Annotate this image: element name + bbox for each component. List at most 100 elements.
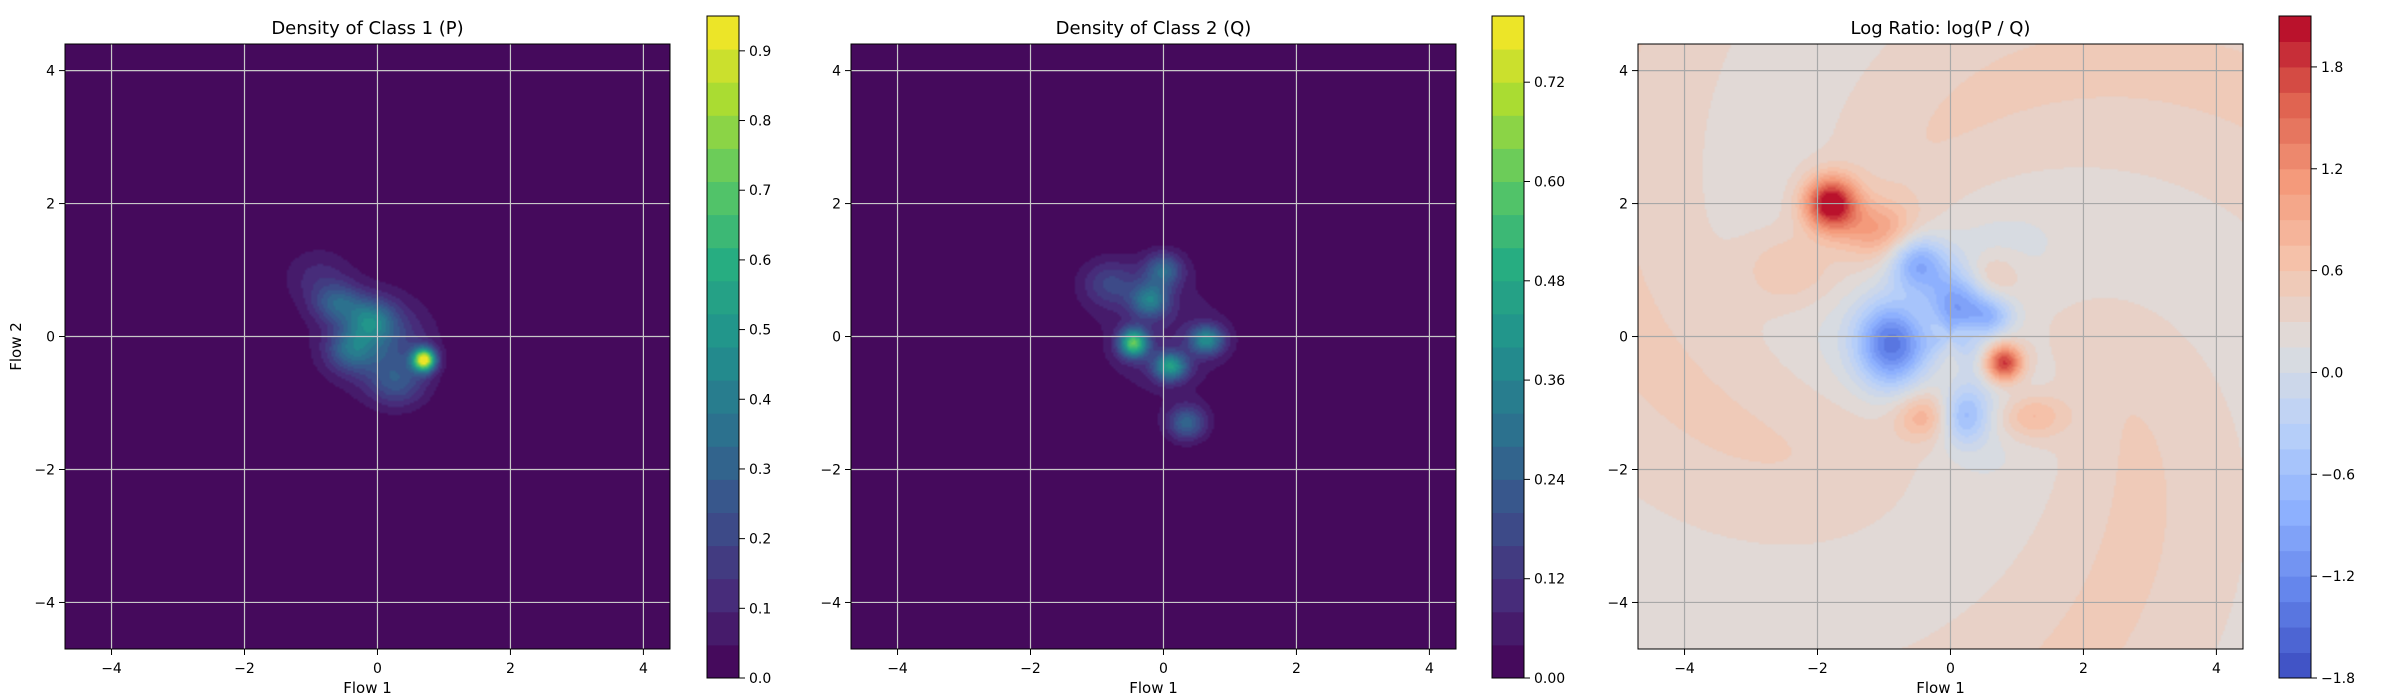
colorbar-tick-label: 0.60 <box>1534 175 1565 191</box>
y-tick-label: −2 <box>34 462 55 478</box>
y-tick-label: 0 <box>46 330 55 346</box>
colorbar-band <box>1492 214 1524 249</box>
colorbar-band <box>2279 16 2311 42</box>
colorbar-tick-label: 0.24 <box>1534 472 1565 488</box>
colorbar-band <box>707 148 739 182</box>
chart-title: Density of Class 1 (P) <box>271 18 463 39</box>
colorbar-tick-label: 0.0 <box>749 671 771 687</box>
colorbar-band <box>707 380 739 414</box>
colorbar-band <box>2279 117 2311 144</box>
colorbar-tick-label: 0.5 <box>749 323 771 339</box>
y-tick-label: 4 <box>832 64 841 80</box>
y-tick-label: 4 <box>1619 64 1628 80</box>
chart-panel-1: −4 −2 0 2 4 −4 −2 0 2 4 Density of Class 1 (P) Flow… <box>7 15 771 697</box>
colorbar: −1.8 −1.2 −0.6 0.0 0.6 1.2 1.8 <box>2278 15 2355 687</box>
colorbar: 0.00 0.12 0.24 0.36 0.48 0.60 0.72 <box>1491 15 1565 687</box>
y-tick-label: 0 <box>1619 330 1628 346</box>
plot-frame <box>64 43 671 650</box>
colorbar-band <box>2279 296 2311 323</box>
colorbar-band <box>707 479 739 513</box>
colorbar-band <box>2279 423 2311 450</box>
colorbar-tick-label: 0.7 <box>749 183 771 199</box>
colorbar-band <box>2279 499 2311 526</box>
colorbar-tick-label: 0.72 <box>1534 75 1565 91</box>
colorbar-tick-label: 0.3 <box>749 462 771 478</box>
x-tick-label: −4 <box>887 661 908 677</box>
y-axis-label: Flow 2 <box>7 322 25 371</box>
colorbar-band <box>707 16 739 50</box>
chart-panel-2: −4 −2 0 2 4 −4 −2 0 2 4 Density of Class 2 (Q) Flow… <box>820 15 1565 697</box>
colorbar-band <box>1492 82 1524 116</box>
colorbar-band <box>2279 66 2311 93</box>
x-tick-label: 0 <box>1159 661 1168 677</box>
colorbar-band <box>2279 321 2311 348</box>
colorbar-band <box>2279 397 2311 424</box>
colorbar-band <box>2279 245 2311 272</box>
colorbar-band <box>1492 644 1524 679</box>
colorbar-tick-label: 0.6 <box>749 253 771 269</box>
colorbar-band <box>707 446 739 480</box>
colorbar-tick-label: −1.2 <box>2321 569 2355 585</box>
y-tick-label: 0 <box>832 330 841 346</box>
colorbar-band <box>2279 576 2311 603</box>
colorbar-tick-label: 1.8 <box>2321 60 2343 76</box>
colorbar-tick-label: 0.6 <box>2321 264 2343 280</box>
x-tick-label: −2 <box>234 661 255 677</box>
colorbar-tick-label: 0.12 <box>1534 572 1565 588</box>
colorbar-band <box>2279 92 2311 119</box>
x-tick-label: 0 <box>373 661 382 677</box>
x-tick-label: −2 <box>1020 661 1041 677</box>
x-tick-label: 4 <box>2212 661 2221 677</box>
x-tick-label: 2 <box>506 661 515 677</box>
x-axis-label: Flow 1 <box>343 679 392 697</box>
colorbar-tick-label: 0.36 <box>1534 373 1565 389</box>
y-tick-label: 2 <box>46 197 55 213</box>
colorbar-tick-label: 0.0 <box>2321 365 2343 381</box>
colorbar-band <box>1492 148 1524 182</box>
colorbar-band <box>707 181 739 216</box>
colorbar-band <box>1492 578 1524 613</box>
colorbar-band <box>1492 49 1524 83</box>
heatmap-image <box>65 44 670 649</box>
colorbar-band <box>707 214 739 249</box>
plot-frame <box>850 43 1457 650</box>
x-tick-label: 2 <box>2079 661 2088 677</box>
colorbar-tick-label: 0.1 <box>749 601 771 617</box>
y-tick-label: −4 <box>34 595 55 611</box>
x-tick-label: −4 <box>101 661 122 677</box>
x-tick-label: −2 <box>1807 661 1828 677</box>
colorbar-band <box>707 49 739 83</box>
colorbar-band <box>1492 280 1524 315</box>
colorbar-frame <box>2278 15 2312 679</box>
x-tick-label: 0 <box>1946 661 1955 677</box>
x-axis-label: Flow 1 <box>1916 679 1965 697</box>
colorbar-band <box>707 247 739 282</box>
colorbar-band <box>707 512 739 547</box>
x-tick-label: 2 <box>1292 661 1301 677</box>
colorbar-band <box>2279 627 2311 654</box>
colorbar-band <box>2279 448 2311 475</box>
colorbar-tick-label: −1.8 <box>2321 671 2355 687</box>
colorbar-band <box>707 578 739 613</box>
colorbar-band <box>1492 512 1524 547</box>
colorbar-band <box>2279 168 2311 195</box>
y-tick-label: −4 <box>820 595 841 611</box>
colorbar-band <box>2279 372 2311 399</box>
colorbar-band <box>2279 474 2311 501</box>
colorbar-tick-label: 0.2 <box>749 532 771 548</box>
colorbar-tick-label: 1.2 <box>2321 162 2343 178</box>
colorbar-band <box>2279 347 2311 373</box>
colorbar-band <box>2279 652 2311 679</box>
x-tick-label: 4 <box>639 661 648 677</box>
colorbar-band <box>2279 41 2311 68</box>
colorbar-band <box>707 545 739 580</box>
y-tick-label: −2 <box>820 462 841 478</box>
colorbar-band <box>1492 545 1524 580</box>
colorbar-band <box>1492 413 1524 447</box>
heatmap-image <box>1638 44 2243 649</box>
chart-title: Density of Class 2 (Q) <box>1056 18 1252 39</box>
x-axis-label: Flow 1 <box>1129 679 1178 697</box>
colorbar-band <box>2279 219 2311 246</box>
colorbar-band <box>2279 143 2311 170</box>
colorbar-band <box>1492 611 1524 646</box>
